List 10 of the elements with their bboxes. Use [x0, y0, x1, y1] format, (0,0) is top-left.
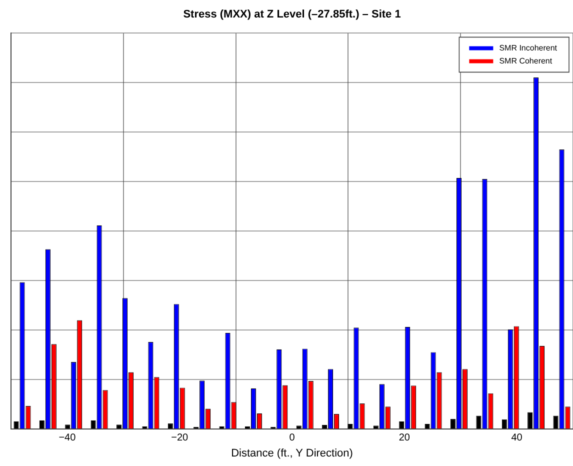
x-tick-label: 0: [289, 432, 296, 444]
chart-title: Stress (MXX) at Z Level (–27.85ft.) – Site 1: [183, 8, 401, 21]
bar: [528, 412, 533, 428]
x-axis-title: Distance (ft., Y Direction): [231, 447, 353, 460]
x-tick-label: −40: [58, 432, 76, 444]
x-tick-label: −20: [171, 432, 189, 444]
x-tick-label: 20: [398, 432, 410, 444]
legend-label: SMR Coherent: [499, 56, 553, 66]
legend-label: SMR Incoherent: [499, 43, 558, 52]
x-tick-label: 40: [511, 432, 523, 444]
